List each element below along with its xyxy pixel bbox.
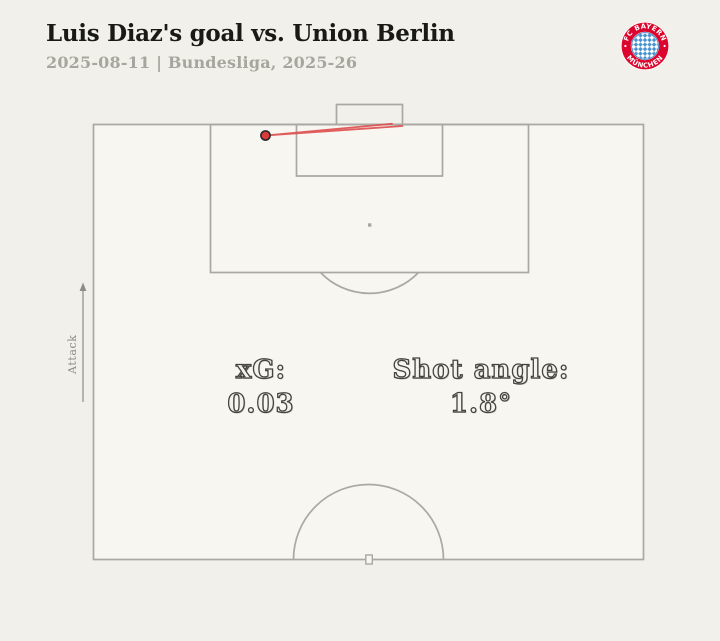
center-mark bbox=[365, 554, 373, 565]
crest-left-dot bbox=[624, 44, 627, 48]
penalty-box bbox=[209, 123, 530, 274]
shot-marker bbox=[260, 130, 271, 141]
crest-blue-ring bbox=[631, 32, 659, 60]
crest-right-dot bbox=[663, 44, 666, 48]
attack-label: Attack bbox=[66, 334, 79, 374]
match-subtitle: 2025-08-11 | Bundesliga, 2025-26 bbox=[46, 53, 358, 72]
goal-frame bbox=[335, 103, 404, 126]
xg-stat: xG: 0.03 bbox=[151, 353, 371, 421]
xg-value: 0.03 bbox=[227, 388, 295, 419]
pitch-outline bbox=[92, 123, 645, 561]
penalty-spot bbox=[368, 223, 372, 227]
shot-angle-value: 1.8° bbox=[449, 388, 513, 419]
fc-bayern-logo-icon: FC BAYERN MÜNCHEN bbox=[620, 21, 670, 71]
page-title: Luis Diaz's goal vs. Union Berlin bbox=[46, 20, 455, 47]
crest-lozenge-center bbox=[632, 33, 658, 59]
shot-line-near-post bbox=[264, 125, 404, 137]
shot-angle-stat: Shot angle: 1.8° bbox=[371, 353, 591, 421]
shot-angle-label: Shot angle: bbox=[392, 354, 570, 385]
penalty-arc bbox=[319, 271, 420, 295]
xg-label: xG: bbox=[235, 354, 287, 385]
center-circle bbox=[292, 483, 445, 560]
attack-arrow bbox=[79, 282, 87, 402]
